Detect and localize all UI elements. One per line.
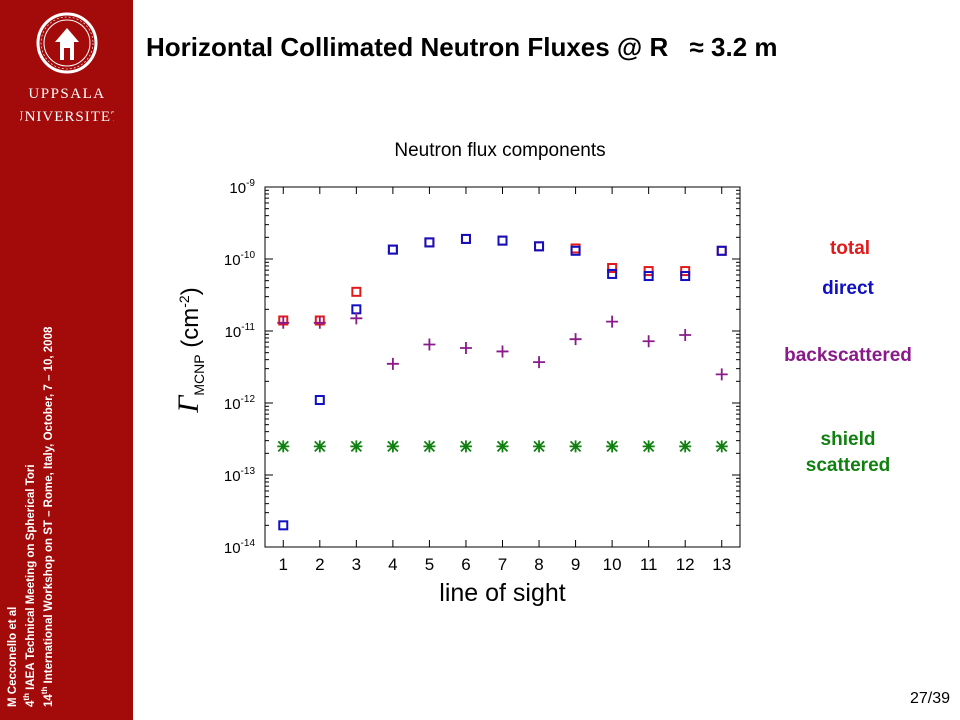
marker-total: [570, 243, 581, 254]
marker-direct: [534, 241, 545, 252]
marker-direct: [351, 304, 362, 315]
marker-direct: [278, 520, 289, 531]
marker-direct: [643, 271, 654, 282]
logo-line-1: UPPSALA: [28, 86, 105, 102]
marker-backscattered: [679, 328, 692, 341]
y-tick-label: 10-9: [229, 178, 255, 197]
marker-direct: [497, 235, 508, 246]
marker-backscattered: [277, 316, 290, 329]
x-tick-label: 13: [712, 555, 731, 574]
y-tick-label: 10-12: [224, 394, 256, 413]
x-tick-label: 10: [603, 555, 622, 574]
marker-direct: [314, 395, 325, 406]
marker-shield-scattered: [350, 440, 363, 453]
marker-backscattered: [386, 357, 399, 370]
legend-total: total: [829, 238, 871, 259]
seal-icon: [36, 12, 98, 74]
credit-meeting-text: IAEA Technical Meeting on Spherical Tori: [24, 464, 37, 694]
marker-shield-scattered: [642, 440, 655, 453]
credit-meeting-number: 4: [24, 700, 37, 707]
marker-total: [497, 235, 508, 246]
marker-backscattered: [569, 333, 582, 346]
y-tick-label: 10-11: [225, 322, 256, 341]
x-tick-label: 12: [676, 555, 695, 574]
credit-meeting: 4th IAEA Technical Meeting on Spherical …: [20, 187, 38, 707]
marker-backscattered: [496, 345, 509, 358]
legend-shield-scattered: shield scattered: [728, 427, 960, 479]
marker-backscattered: [606, 315, 619, 328]
y-tick-label: 10-13: [224, 466, 256, 485]
credit-workshop-text: International Workshop on ST – Rome, Ita…: [42, 326, 55, 687]
credit-meeting-suffix: th: [22, 693, 31, 701]
marker-shield-scattered: [679, 440, 692, 453]
marker-shield-scattered: [606, 440, 619, 453]
marker-total: [716, 245, 727, 256]
x-tick-label: 5: [425, 555, 434, 574]
university-seal-logo: UPPSALA UNIVERSITET: [20, 12, 114, 125]
marker-shield-scattered: [715, 440, 728, 453]
y-tick-label: 10-14: [224, 538, 256, 557]
marker-shield-scattered: [313, 440, 326, 453]
title-main: Horizontal Collimated Neutron Fluxes @ R: [146, 32, 669, 62]
x-tick-label: 11: [640, 555, 658, 574]
marker-direct: [387, 244, 398, 255]
legend-backscattered: backscattered: [784, 345, 912, 366]
marker-direct: [424, 237, 435, 248]
marker-total: [387, 244, 398, 255]
legend-shield-line1: shield: [820, 429, 876, 450]
marker-direct: [460, 233, 471, 244]
x-tick-label: 2: [315, 555, 324, 574]
legend-shield-line2: scattered: [805, 455, 891, 476]
chart-title: Neutron flux components: [394, 140, 606, 161]
slide-title: Horizontal Collimated Neutron Fluxes @ R…: [146, 32, 778, 63]
marker-shield-scattered: [423, 440, 436, 453]
y-tick-label: 10-10: [224, 250, 256, 269]
marker-shield-scattered: [533, 440, 546, 453]
marker-backscattered: [533, 356, 546, 369]
page-number: 27/39: [909, 690, 950, 707]
credit-workshop-suffix: th: [39, 686, 49, 695]
marker-direct: [716, 245, 727, 256]
x-tick-label: 8: [534, 555, 543, 574]
credit-workshop: 14th International Workshop on ST – Rome…: [38, 187, 56, 707]
x-tick-label: 9: [571, 555, 580, 574]
marker-shield-scattered: [386, 440, 399, 453]
marker-backscattered: [350, 312, 363, 325]
marker-backscattered: [459, 342, 472, 355]
marker-backscattered: [423, 338, 436, 351]
x-tick-label: 4: [388, 555, 397, 574]
credit-workshop-number: 14: [42, 694, 55, 707]
sidebar-credits: M Cecconello et al 4th IAEA Technical Me…: [6, 187, 56, 707]
x-tick-label: 3: [352, 555, 361, 574]
marker-total: [607, 262, 618, 273]
marker-shield-scattered: [277, 440, 290, 453]
legend-direct: direct: [822, 278, 874, 299]
marker-direct: [607, 268, 618, 279]
marker-direct: [570, 245, 581, 256]
x-tick-label: 7: [498, 555, 507, 574]
title-value: 3.2 m: [711, 32, 778, 62]
marker-shield-scattered: [569, 440, 582, 453]
marker-shield-scattered: [459, 440, 472, 453]
marker-total: [460, 233, 471, 244]
marker-backscattered: [642, 335, 655, 348]
marker-direct: [680, 271, 691, 282]
sidebar: UPPSALA UNIVERSITET M Cecconello et al 4…: [0, 0, 133, 720]
plot-frame: [264, 186, 741, 548]
x-tick-label: 6: [461, 555, 470, 574]
marker-shield-scattered: [496, 440, 509, 453]
marker-total: [424, 237, 435, 248]
x-tick-label: 1: [279, 555, 288, 574]
marker-total: [351, 286, 362, 297]
y-axis-label: ΓMCNP (cm-2): [172, 287, 207, 413]
logo-line-2: UNIVERSITET: [20, 109, 114, 125]
credit-author: M Cecconello et al: [7, 606, 19, 707]
marker-total: [534, 241, 545, 252]
x-axis-label: line of sight: [439, 579, 566, 607]
title-approx-symbol: ≈: [689, 32, 704, 62]
marker-backscattered: [715, 368, 728, 381]
marker-backscattered: [313, 316, 326, 329]
